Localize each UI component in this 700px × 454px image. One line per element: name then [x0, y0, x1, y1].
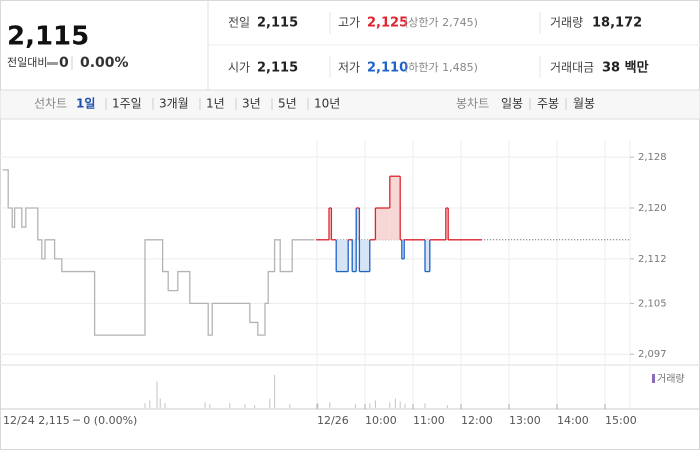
period-tab[interactable]: 1일: [76, 97, 95, 111]
volume-bar: [404, 404, 406, 408]
area-fill: [401, 239, 405, 259]
stat-value: 2,115: [257, 61, 298, 76]
y-tick-label: 2,112: [638, 254, 667, 265]
y-tick-label: 2,097: [638, 349, 667, 360]
area-fill: [336, 239, 349, 272]
x-tick-label: 13:00: [509, 414, 541, 427]
x-tick-label: 14:00: [557, 414, 589, 427]
volume-bar: [374, 400, 376, 408]
area-fill: [389, 176, 401, 240]
y-tick-label: 2,120: [638, 203, 667, 214]
volume-bar: [289, 404, 291, 408]
volume-bar: [399, 401, 401, 408]
period-tab[interactable]: 3년: [242, 97, 261, 111]
chart: 2,128 2,120 2,112 2,105 2,097 12/26 10:00 11:00…: [0, 140, 700, 427]
volume-bar: [317, 403, 319, 408]
stat-label: 거래량: [550, 16, 583, 30]
volume-bar: [329, 402, 331, 408]
stat-value: 18,172: [592, 16, 642, 31]
tab-bar: [0, 89, 700, 120]
y-tick-label: 2,105: [638, 298, 667, 309]
volume-bar: [204, 402, 206, 408]
area-fill: [356, 208, 360, 240]
x-tick-label: 12/26: [317, 414, 349, 427]
period-tab[interactable]: 10년: [314, 97, 340, 111]
area-fill: [359, 239, 370, 272]
legend-label: 거래량: [657, 373, 685, 385]
volume-bar: [369, 403, 371, 408]
volume-bar: [254, 405, 256, 408]
period-tab[interactable]: 1년: [206, 97, 225, 111]
stat-label: 전일: [228, 16, 250, 30]
volume-bar: [446, 405, 448, 408]
y-tick-label: 2,128: [638, 152, 667, 163]
volume-bar: [244, 404, 246, 408]
stat-label: 시가: [228, 61, 250, 75]
stat-value: 2,115: [257, 16, 298, 31]
candle-tab[interactable]: 일봉: [501, 97, 523, 111]
flat-icon: [47, 62, 58, 65]
volume-bar: [164, 403, 166, 408]
stat-value: 2,110: [367, 61, 408, 76]
area-fill: [425, 239, 430, 272]
tabs: 선차트 1일 1주일 3개월 1년 3년 5년 10년 봉차트 일봉 주봉 월봉: [34, 97, 595, 111]
period-tab[interactable]: 1주일: [112, 97, 142, 111]
volume-bar: [394, 398, 396, 408]
change-label: 전일대비: [7, 55, 47, 69]
stat-label: 거래대금: [550, 61, 594, 75]
area-fill: [445, 208, 449, 240]
volume-bar: [354, 404, 356, 408]
change-pct: 0.00%: [80, 55, 129, 71]
period-tab[interactable]: 5년: [278, 97, 297, 111]
stat-value: 2,125: [367, 16, 408, 31]
volume-bar: [159, 398, 161, 408]
volume-bar: [149, 400, 151, 408]
x-tick-label: 15:00: [605, 414, 637, 427]
volume-bar: [269, 398, 271, 408]
price: 2,115: [7, 22, 89, 52]
stat-label: 저가: [338, 61, 360, 75]
area-fill: [329, 208, 332, 240]
stat-note: (상한가 2,745): [404, 16, 478, 29]
volume-bar: [389, 402, 391, 408]
stat-label: 고가: [338, 16, 360, 30]
volume-bar: [209, 404, 211, 408]
x-tick-label: 10:00: [365, 414, 397, 427]
candle-tab[interactable]: 월봉: [573, 97, 595, 111]
volume-bar: [144, 403, 146, 408]
x-tick-label: 11:00: [413, 414, 445, 427]
volume-bar: [274, 374, 276, 408]
candle-tab[interactable]: 주봉: [537, 97, 559, 111]
period-tab[interactable]: 3개월: [159, 97, 189, 111]
legend-swatch: [652, 374, 655, 383]
prev-day-label: 12/24 2,115 ─ 0 (0.00%): [3, 414, 137, 427]
stat-value: 38 백만: [602, 60, 649, 76]
stat-note: (하한가 1,485): [404, 60, 478, 74]
volume-bar: [156, 381, 158, 408]
volume-bar: [424, 403, 426, 408]
area-fill: [352, 239, 357, 272]
change: 0: [59, 55, 69, 71]
tab-label: 선차트: [34, 97, 67, 111]
x-tick-label: 12:00: [461, 414, 493, 427]
volume-bar: [229, 403, 231, 408]
area-fill: [375, 208, 390, 240]
tab-label: 봉차트: [456, 97, 489, 111]
prev-day-line: [2, 169, 315, 336]
